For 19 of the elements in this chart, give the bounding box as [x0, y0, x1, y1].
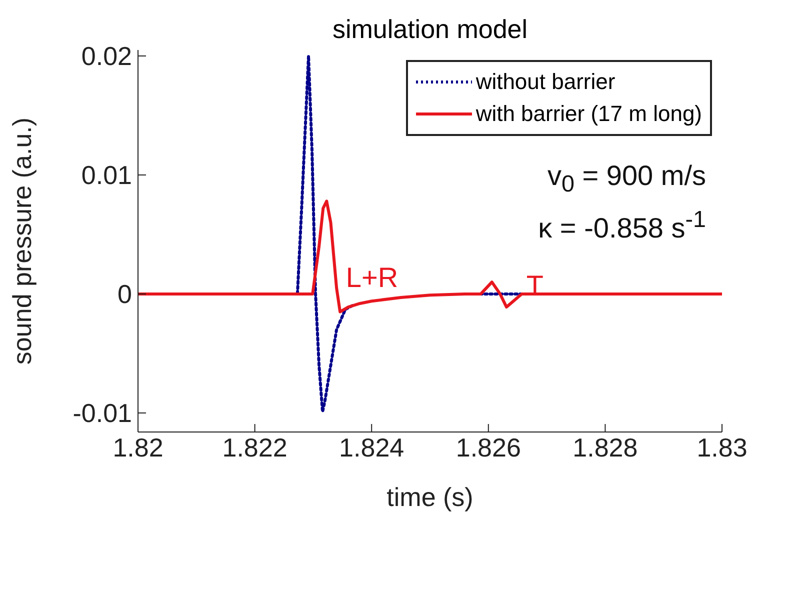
- y-tick-label: 0.01: [81, 160, 132, 190]
- y-axis-title: sound pressure (a.u.): [7, 117, 38, 365]
- x-tick-label: 1.828: [572, 432, 638, 462]
- legend-label: with barrier (17 m long): [476, 101, 702, 127]
- x-tick-label: 1.82: [112, 432, 164, 462]
- x-axis-title: time (s): [386, 482, 474, 512]
- annotation: L+R: [346, 262, 398, 294]
- line-series: [138, 200, 722, 314]
- y-tick-label: 0.02: [81, 41, 132, 72]
- x-tick-label: 1.824: [339, 432, 404, 462]
- annotation: v$_{0}$ = 900 m/s: [548, 160, 706, 198]
- x-tick-label: 1.83: [696, 432, 748, 462]
- legend-label: without barrier: [476, 69, 616, 95]
- x-tick-label: 1.822: [222, 432, 288, 462]
- x-tick-label: 1.826: [456, 432, 521, 462]
- y-tick-label: -0.01: [72, 398, 132, 428]
- annotation: κ = -0.858 s$^{-1}$: [538, 206, 706, 244]
- y-tick-label: 0: [118, 279, 132, 310]
- chart-title: simulation model: [331, 14, 529, 45]
